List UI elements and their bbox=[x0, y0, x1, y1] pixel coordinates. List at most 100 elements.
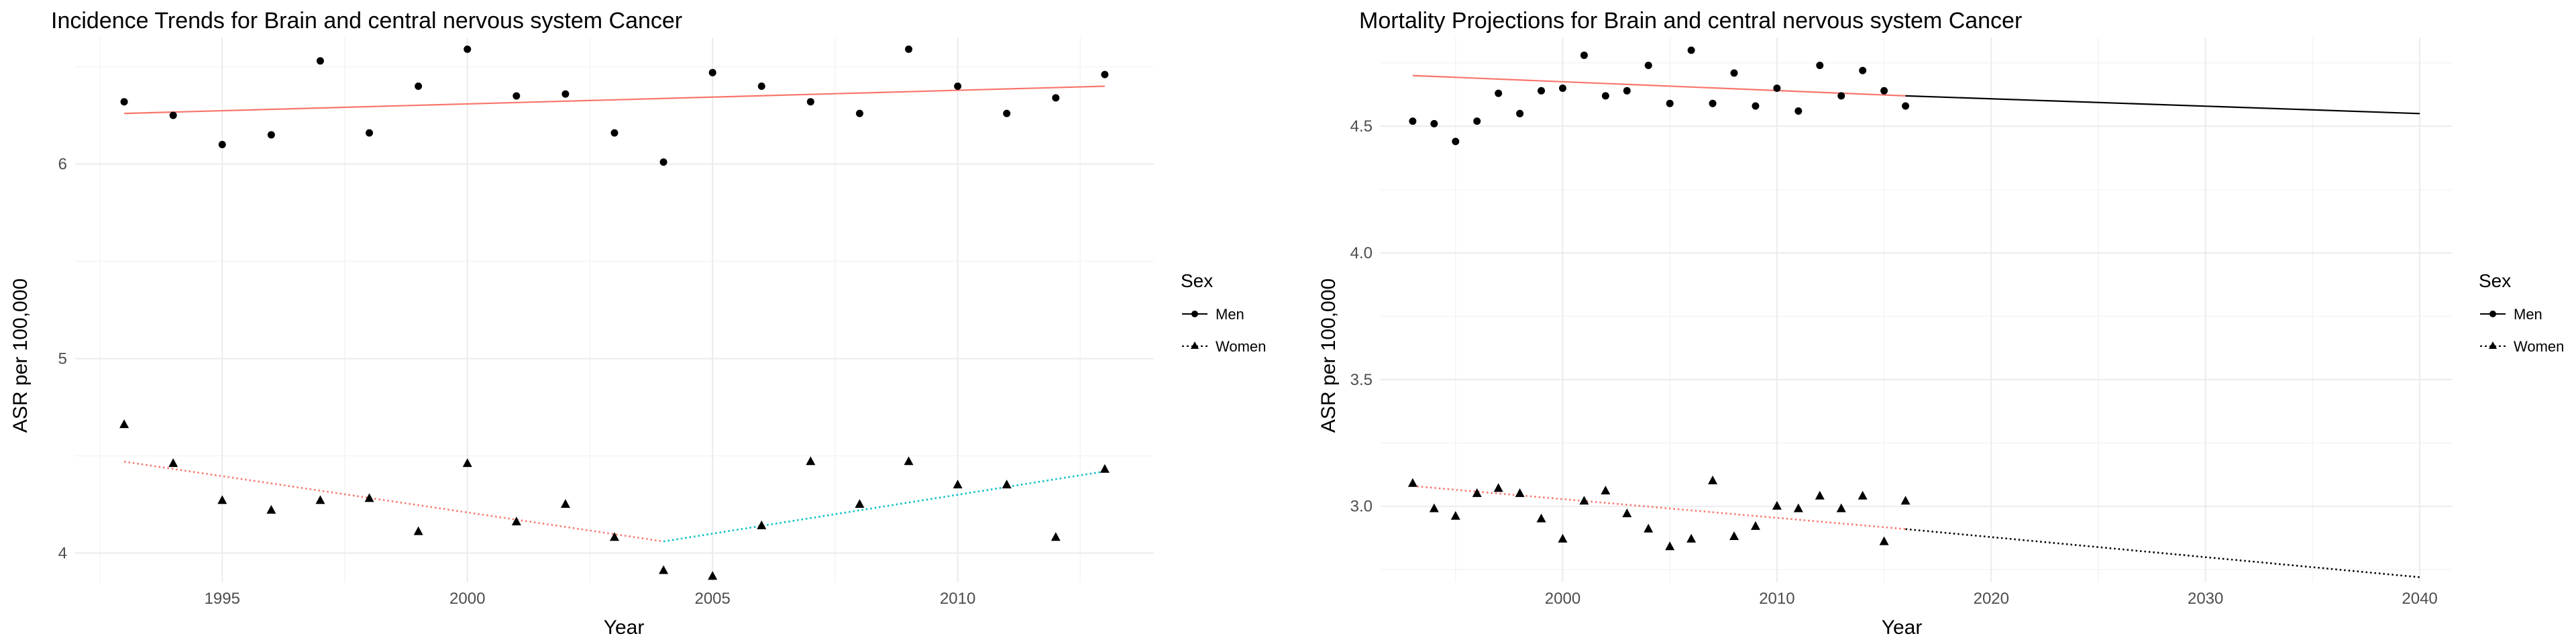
data-point-women-incidence bbox=[217, 495, 227, 504]
data-point-women-mortality bbox=[1493, 483, 1503, 492]
data-point-women-mortality bbox=[1579, 496, 1589, 505]
data-point-men-mortality bbox=[1644, 62, 1652, 70]
data-point-women-incidence bbox=[168, 458, 178, 468]
data-point-women-mortality bbox=[1665, 541, 1675, 551]
y-tick-label-mortality: 3.0 bbox=[1350, 498, 1373, 516]
data-point-women-incidence bbox=[659, 565, 669, 574]
data-point-men-mortality bbox=[1601, 92, 1609, 100]
data-point-men-incidence bbox=[169, 111, 177, 119]
data-point-men-incidence bbox=[316, 57, 324, 65]
data-point-women-mortality bbox=[1536, 513, 1546, 523]
data-point-men-incidence bbox=[513, 92, 521, 100]
y-tick-label-mortality: 3.5 bbox=[1350, 371, 1373, 389]
trend-line-men-mortality bbox=[1412, 74, 1906, 97]
data-point-men-mortality bbox=[1816, 62, 1824, 70]
trend-line-women-incidence bbox=[663, 470, 1106, 543]
data-point-women-mortality bbox=[1622, 508, 1632, 518]
x-tick-label-mortality: 2040 bbox=[2402, 590, 2437, 608]
data-point-men-incidence bbox=[120, 98, 128, 106]
x-axis-label-incidence: Year bbox=[604, 616, 645, 639]
data-point-men-mortality bbox=[1473, 117, 1481, 125]
data-point-women-incidence bbox=[315, 495, 325, 504]
x-tick-label-mortality: 2010 bbox=[1759, 590, 1794, 608]
y-axis-label-mortality: ASR per 100,000 bbox=[1318, 278, 1340, 433]
data-point-women-incidence bbox=[511, 517, 521, 526]
y-tick-label-mortality: 4.5 bbox=[1350, 117, 1373, 136]
chart-title-mortality: Mortality Projections for Brain and cent… bbox=[1359, 8, 2022, 34]
data-point-women-mortality bbox=[1686, 533, 1697, 543]
data-point-women-mortality bbox=[1407, 478, 1417, 487]
data-point-women-incidence bbox=[855, 499, 865, 508]
x-tick-label-incidence: 1995 bbox=[205, 590, 240, 608]
data-point-men-mortality bbox=[1773, 85, 1781, 93]
data-point-women-mortality bbox=[1793, 503, 1803, 513]
data-point-women-mortality bbox=[1708, 475, 1718, 484]
plot-area-mortality: 2000 2010 2020 2030 2040 3.0 3.5 4.0 4.5 bbox=[1350, 38, 2452, 608]
legend-key-circle-men-incidence bbox=[1191, 311, 1198, 317]
legend-incidence: Sex Men Women bbox=[1181, 270, 1266, 355]
x-tick-label-incidence: 2000 bbox=[449, 590, 485, 608]
data-point-men-mortality bbox=[1516, 109, 1524, 117]
data-point-women-incidence bbox=[806, 456, 816, 466]
data-point-men-incidence bbox=[708, 68, 716, 76]
data-point-women-incidence bbox=[1099, 464, 1110, 473]
data-point-women-mortality bbox=[1515, 488, 1525, 497]
data-point-men-incidence bbox=[905, 45, 913, 53]
data-point-men-mortality bbox=[1837, 92, 1845, 100]
y-tick-label-incidence: 6 bbox=[58, 156, 67, 174]
data-point-men-incidence bbox=[366, 129, 374, 137]
legend-label-men-incidence: Men bbox=[1216, 306, 1244, 323]
data-point-women-mortality bbox=[1836, 503, 1846, 513]
data-point-men-mortality bbox=[1580, 51, 1588, 59]
data-point-women-incidence bbox=[708, 571, 718, 580]
data-point-women-incidence bbox=[610, 532, 619, 541]
data-point-women-mortality bbox=[1729, 531, 1739, 541]
x-tick-label-mortality: 2030 bbox=[2188, 590, 2223, 608]
y-axis-label-incidence: ASR per 100,000 bbox=[9, 278, 32, 433]
chart-title-incidence: Incidence Trends for Brain and central n… bbox=[51, 8, 682, 34]
data-point-men-mortality bbox=[1452, 138, 1460, 146]
data-point-men-mortality bbox=[1880, 87, 1888, 95]
data-point-men-incidence bbox=[855, 109, 863, 117]
data-point-men-incidence bbox=[1101, 70, 1109, 78]
data-point-men-incidence bbox=[561, 90, 570, 98]
data-point-women-mortality bbox=[1450, 511, 1460, 520]
data-point-women-mortality bbox=[1879, 536, 1889, 545]
legend-title-incidence: Sex bbox=[1181, 270, 1213, 291]
legend-mortality: Sex Men Women bbox=[2479, 270, 2564, 355]
data-point-men-incidence bbox=[954, 83, 962, 90]
data-point-women-mortality bbox=[1858, 490, 1868, 500]
legend-label-men-mortality: Men bbox=[2514, 306, 2542, 323]
data-point-women-mortality bbox=[1472, 488, 1482, 497]
y-tick-label-mortality: 4.0 bbox=[1350, 244, 1373, 262]
data-point-men-incidence bbox=[1003, 109, 1011, 117]
data-point-men-incidence bbox=[757, 83, 765, 90]
x-tick-label-incidence: 2010 bbox=[940, 590, 975, 608]
data-point-men-mortality bbox=[1709, 99, 1717, 107]
data-point-women-mortality bbox=[1750, 521, 1760, 530]
data-point-women-incidence bbox=[560, 499, 570, 508]
legend-key-triangle-women-mortality bbox=[2489, 341, 2497, 349]
data-point-men-incidence bbox=[464, 45, 472, 53]
y-tick-label-incidence: 4 bbox=[58, 545, 67, 563]
data-point-men-mortality bbox=[1794, 107, 1803, 115]
data-point-men-mortality bbox=[1730, 69, 1738, 77]
data-point-women-incidence bbox=[953, 480, 963, 488]
data-point-women-mortality bbox=[1644, 523, 1654, 533]
legend-label-women-incidence: Women bbox=[1216, 338, 1266, 355]
data-point-women-mortality bbox=[1558, 533, 1568, 543]
y-tick-label-incidence: 5 bbox=[58, 350, 67, 368]
data-point-women-incidence bbox=[462, 458, 472, 468]
x-tick-label-mortality: 2000 bbox=[1545, 590, 1580, 608]
data-point-men-incidence bbox=[610, 129, 619, 137]
x-tick-label-incidence: 2005 bbox=[694, 590, 730, 608]
data-point-men-mortality bbox=[1495, 89, 1503, 97]
data-point-men-mortality bbox=[1409, 117, 1417, 125]
data-point-women-incidence bbox=[757, 520, 767, 529]
data-point-women-mortality bbox=[1815, 490, 1825, 500]
plot-area-incidence: 1995 2000 2005 2010 4 5 6 bbox=[58, 38, 1154, 608]
legend-key-circle-men-mortality bbox=[2489, 311, 2496, 317]
data-point-men-mortality bbox=[1623, 87, 1631, 95]
